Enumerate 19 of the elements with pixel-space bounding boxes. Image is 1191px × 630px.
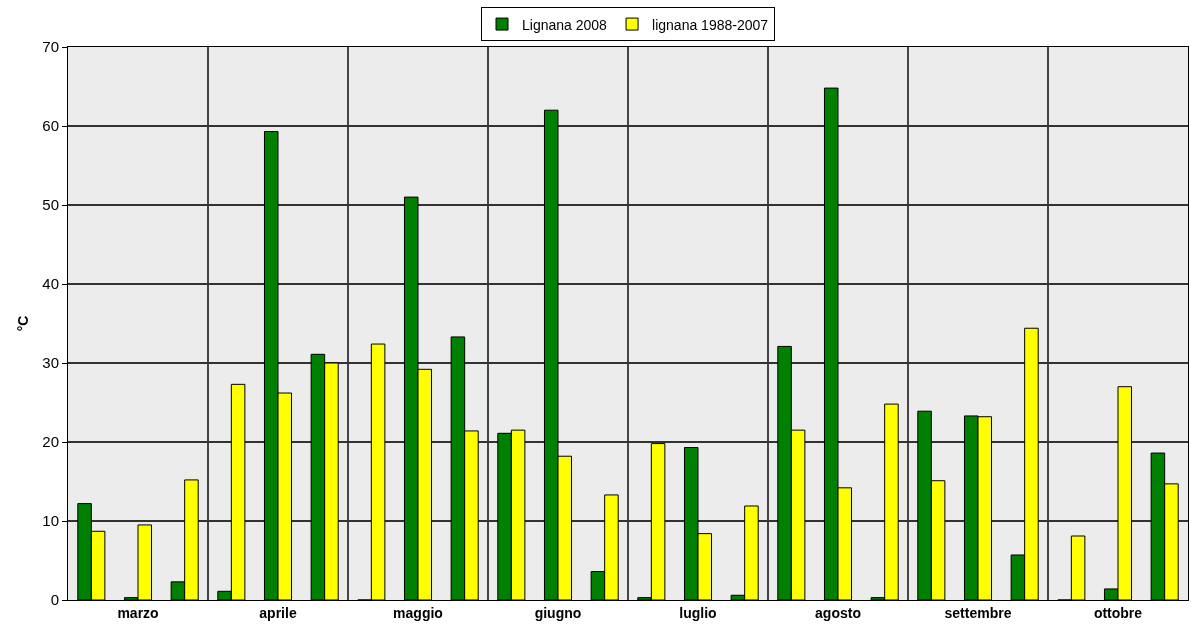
y-tick-label: 0	[50, 591, 59, 609]
y-tick-label: 20	[42, 433, 59, 451]
legend-label: Lignana 2008	[522, 16, 608, 33]
x-tick-label: settembre	[944, 604, 1012, 621]
y-axis-title: °C	[14, 315, 31, 332]
y-tick-label: 30	[42, 354, 59, 372]
y-tick-label: 10	[42, 512, 59, 530]
legend-label: lignana 1988-2007	[652, 16, 769, 33]
x-tick-label: aprile	[259, 604, 297, 621]
y-tick-label: 40	[42, 275, 59, 293]
y-tick-label: 70	[42, 38, 59, 56]
y-tick-label: 60	[42, 117, 59, 135]
y-tick-label: 50	[42, 196, 59, 214]
x-tick-label: maggio	[393, 604, 443, 621]
x-tick-label: marzo	[117, 604, 159, 621]
x-tick-label: ottobre	[1093, 604, 1143, 621]
x-tick-label: giugno	[534, 604, 582, 621]
x-tick-label: luglio	[679, 604, 717, 621]
x-tick-label: agosto	[815, 604, 861, 621]
